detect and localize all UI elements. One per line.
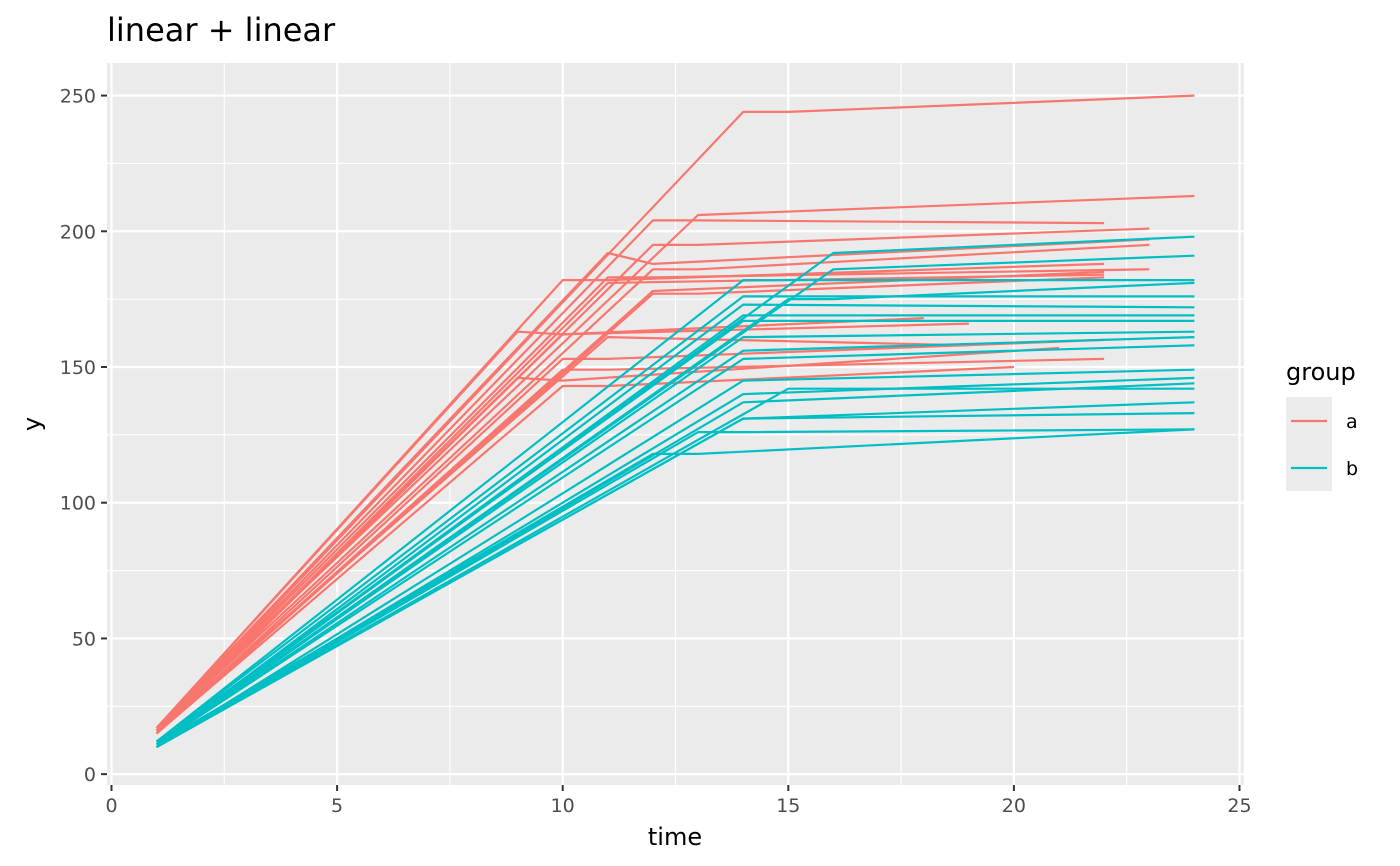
series-lines	[155, 94, 1195, 748]
y-tick-label: 100	[60, 493, 96, 515]
y-tick-label: 250	[60, 86, 96, 108]
x-tick-label: 0	[105, 795, 117, 817]
y-tick-label: 200	[60, 221, 96, 243]
series-line-b	[155, 319, 1195, 743]
legend: group a b	[1286, 358, 1358, 491]
series-line-a	[155, 219, 1105, 732]
y-tick-label: 0	[84, 764, 96, 786]
chart-title: linear + linear	[107, 11, 336, 49]
series-line-a	[155, 268, 1150, 732]
y-tick-label: 150	[60, 357, 96, 379]
series-line-b	[156, 428, 1195, 748]
series-line-a	[155, 338, 1105, 735]
series-line-b	[156, 428, 1195, 746]
x-axis-title: time	[648, 823, 702, 851]
series-line-a	[155, 365, 1014, 735]
series-line-b	[155, 295, 1195, 743]
series-line-a	[155, 94, 1195, 732]
series-line-b	[156, 412, 1195, 748]
series-line-b	[155, 279, 1195, 743]
x-tick-label: 25	[1227, 795, 1251, 817]
series-line-b	[155, 303, 1195, 746]
x-tick-label: 15	[776, 795, 800, 817]
legend-title: group	[1286, 358, 1356, 386]
series-line-a	[155, 238, 1150, 729]
legend-label-b: b	[1346, 458, 1358, 480]
series-line-a	[155, 243, 1150, 732]
x-axis: 0 5 10 15 20 25	[105, 785, 1252, 817]
series-line-b	[155, 281, 1195, 746]
series-line-b	[155, 344, 1195, 746]
series-line-a	[155, 317, 924, 729]
x-tick-label: 20	[1002, 795, 1026, 817]
series-line-b	[155, 330, 1195, 746]
x-tick-label: 10	[551, 795, 575, 817]
series-line-b	[156, 387, 1195, 748]
y-tick-label: 50	[72, 628, 96, 650]
series-line-b	[156, 368, 1195, 748]
series-line-a	[155, 357, 1105, 735]
legend-label-a: a	[1346, 411, 1358, 433]
series-line-b	[155, 336, 1195, 746]
legend-key-background	[1286, 397, 1332, 491]
y-axis-title: y	[18, 417, 46, 431]
x-tick-label: 5	[331, 795, 343, 817]
y-axis: 0 50 100 150 200 250	[60, 86, 107, 786]
series-line-a	[155, 346, 1060, 732]
